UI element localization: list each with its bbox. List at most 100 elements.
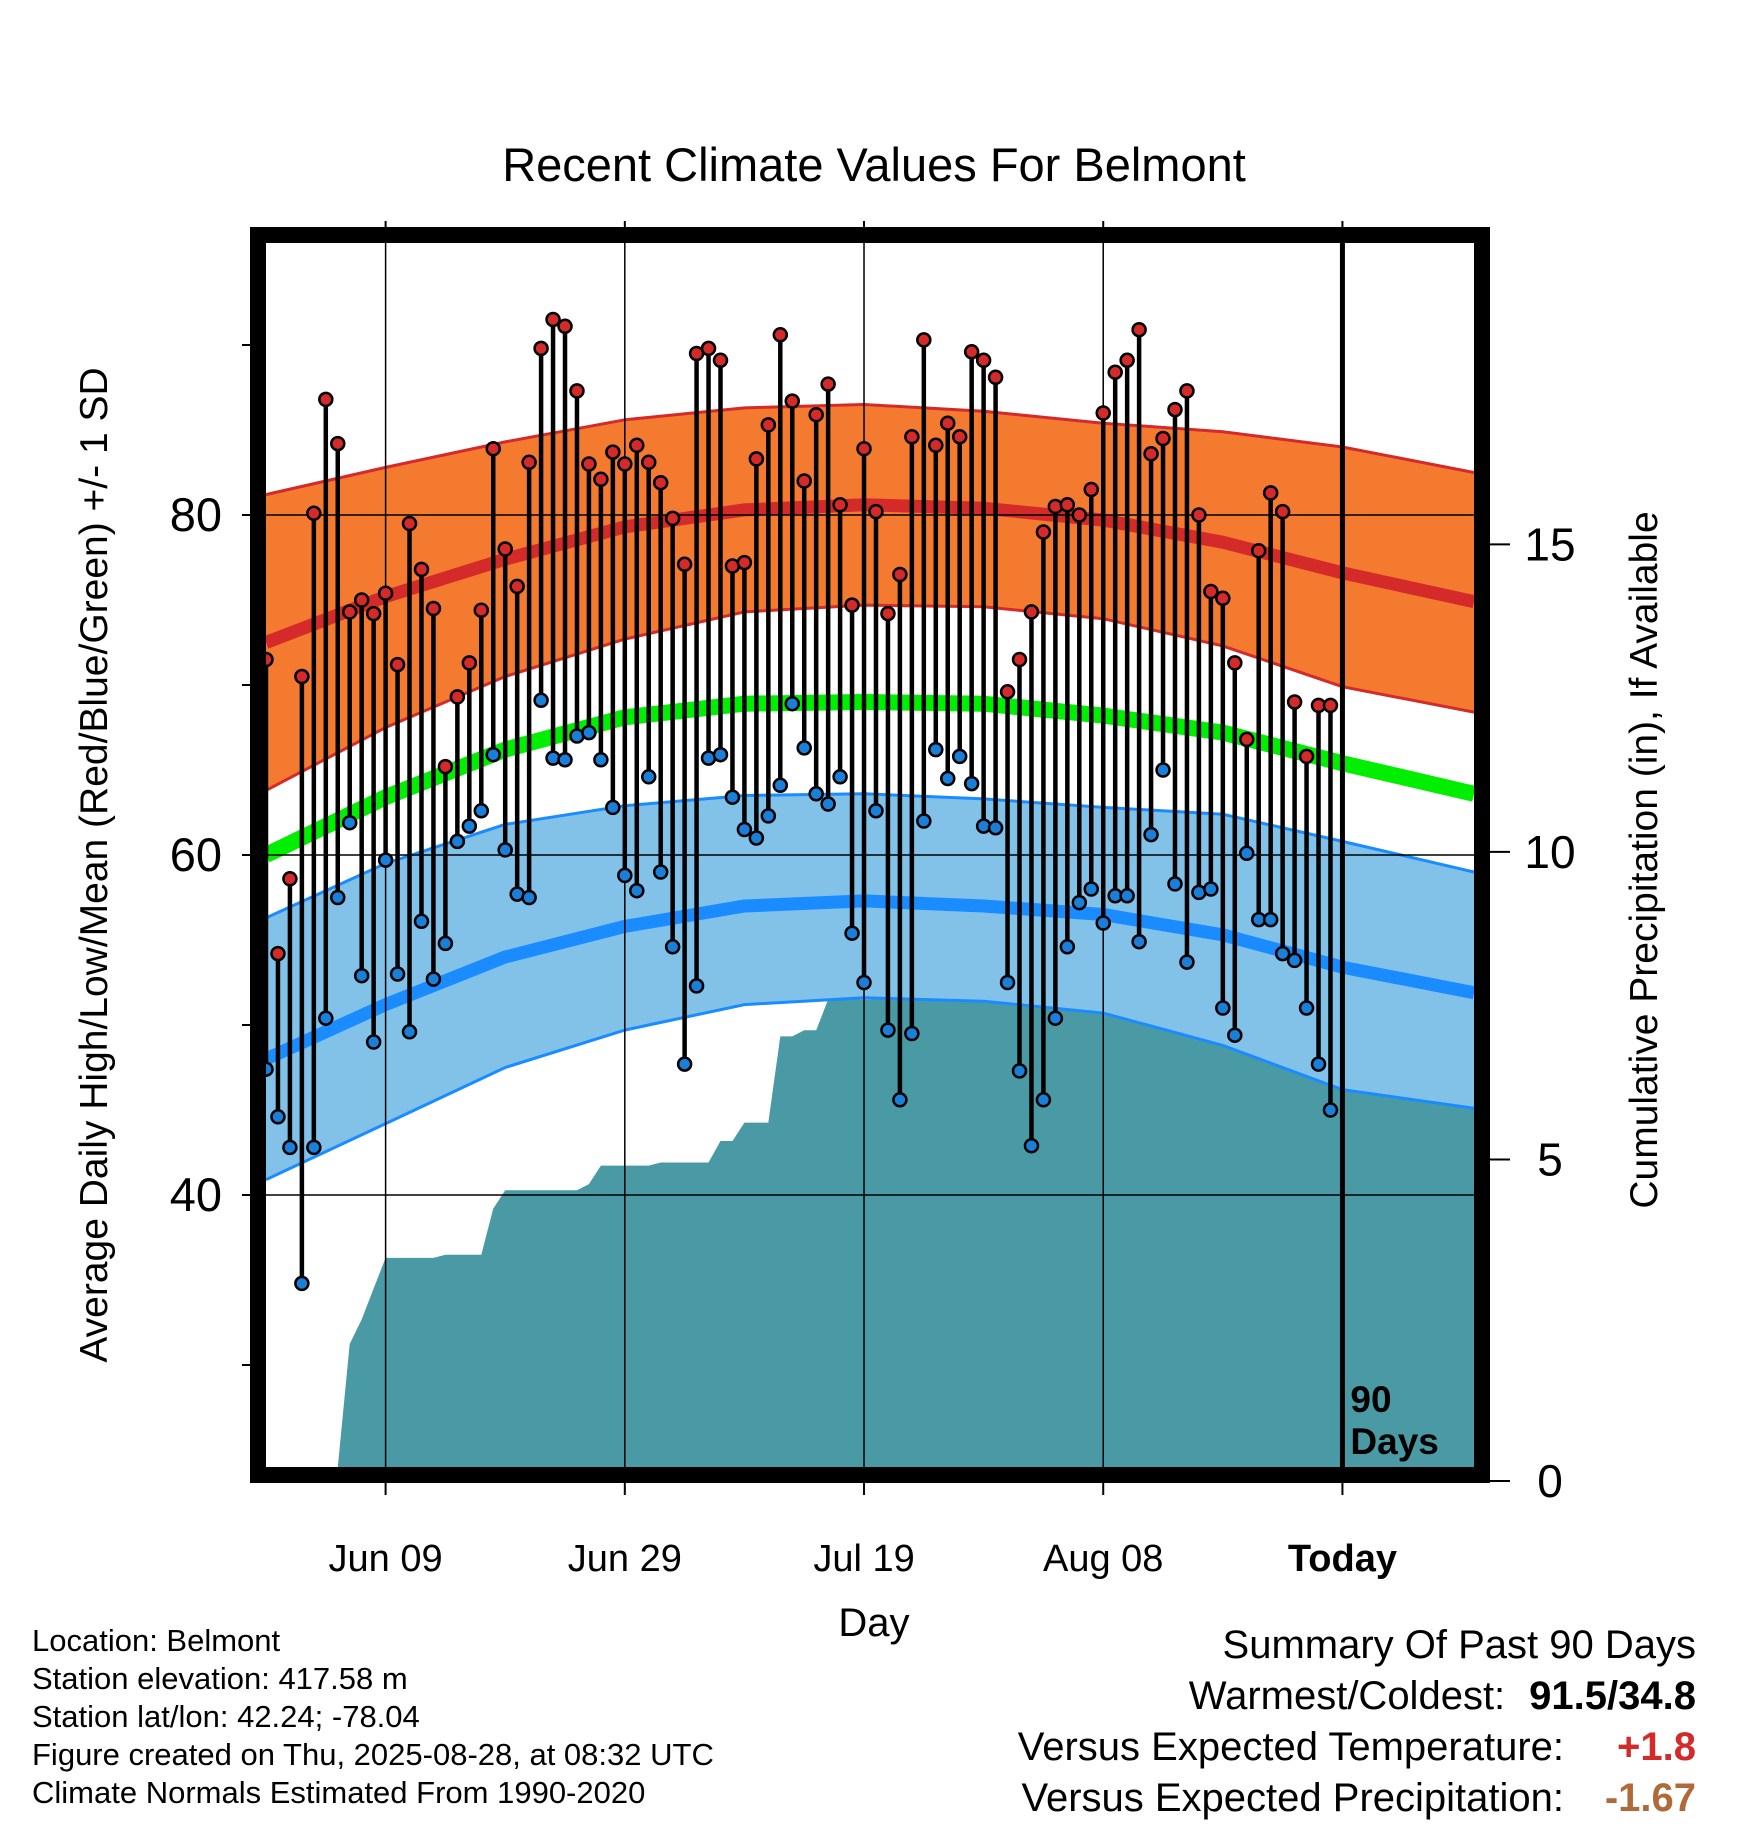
low-point: [1131, 933, 1147, 950]
high-point: [1119, 352, 1135, 369]
high-point: [437, 758, 454, 775]
high-point: [1107, 364, 1123, 380]
high-point: [1215, 590, 1231, 607]
high-point: [533, 340, 549, 357]
low-point: [1047, 1010, 1064, 1026]
low-point: [987, 820, 1004, 836]
high-point: [581, 456, 597, 472]
low-point: [449, 833, 466, 850]
low-point: [377, 852, 394, 868]
low-point: [880, 1022, 896, 1038]
high-point: [796, 473, 812, 489]
low-point: [1119, 888, 1135, 904]
x-tick-label: Jul 19: [813, 1538, 914, 1580]
low-point: [533, 692, 549, 709]
location-text: Location: Belmont: [32, 1623, 281, 1658]
low-point: [1322, 1102, 1339, 1118]
low-point: [1011, 1063, 1028, 1079]
high-point: [593, 471, 609, 488]
high-point: [270, 945, 286, 962]
low-point: [844, 925, 860, 941]
low-point: [318, 1010, 334, 1026]
high-point: [700, 340, 717, 357]
low-point: [629, 882, 645, 899]
low-point: [1059, 939, 1076, 955]
x-tick-label: Today: [1288, 1538, 1397, 1580]
low-point: [784, 695, 801, 712]
high-point: [1071, 507, 1088, 523]
low-point: [808, 786, 824, 802]
high-point: [545, 311, 561, 328]
high-point: [712, 352, 729, 369]
high-point: [844, 597, 860, 613]
high-point: [1083, 481, 1100, 498]
low-point: [485, 746, 501, 763]
high-point: [1095, 405, 1111, 421]
high-point: [784, 393, 801, 409]
high-point: [1298, 748, 1315, 765]
low-point: [760, 808, 777, 824]
low-point: [640, 769, 657, 785]
high-point: [1035, 524, 1052, 540]
x-tick-label: Jun 09: [329, 1538, 443, 1580]
station-info: Location: Belmont Station elevation: 417…: [32, 1622, 714, 1812]
low-point: [1262, 911, 1279, 928]
today-marker-days-label: Days: [1350, 1421, 1438, 1462]
high-point: [294, 668, 310, 685]
x-tick-label: Aug 08: [1043, 1538, 1163, 1580]
y-tick-label: 80: [170, 488, 222, 541]
high-point: [629, 437, 645, 454]
high-point: [425, 600, 442, 617]
low-point: [664, 939, 681, 955]
low-point: [939, 770, 956, 787]
high-point: [341, 604, 358, 620]
low-point: [497, 842, 513, 858]
low-point: [270, 1109, 286, 1125]
elevation-text: Station elevation: 417.58 m: [32, 1661, 408, 1696]
high-point: [521, 454, 537, 471]
high-point: [617, 456, 633, 472]
summary-panel: Summary Of Past 90 Days Warmest/Coldest:…: [1018, 1620, 1696, 1824]
high-point: [772, 327, 789, 343]
low-point: [1155, 762, 1171, 778]
high-point: [330, 435, 346, 452]
y2-tick-label: 15: [1524, 518, 1575, 570]
y-axis-label: Average Daily High/Low/Mean (Red/Blue/Gr…: [73, 367, 116, 1362]
y2-tick-label: 10: [1524, 826, 1575, 878]
x-axis-label: Day: [838, 1601, 909, 1645]
low-point: [401, 1024, 418, 1040]
low-point: [1167, 876, 1183, 892]
high-point: [868, 503, 884, 520]
high-point: [892, 566, 908, 583]
low-point: [437, 935, 454, 952]
high-point: [664, 510, 681, 527]
low-point: [617, 867, 633, 884]
temp-label: Versus Expected Temperature:: [1017, 1725, 1564, 1769]
low-point: [461, 818, 478, 834]
low-point: [353, 967, 370, 984]
warm-cold-label: Warmest/Coldest:: [1188, 1674, 1506, 1718]
high-point: [449, 689, 466, 705]
low-point: [282, 1139, 298, 1156]
warm-cold-value: 91.5/34.8: [1529, 1674, 1696, 1718]
low-point: [736, 821, 753, 838]
high-point: [365, 605, 382, 622]
high-point: [557, 318, 573, 335]
high-point: [1179, 383, 1195, 399]
high-point: [832, 497, 848, 513]
low-point: [796, 740, 812, 756]
high-point: [1250, 542, 1267, 559]
low-point: [1227, 1027, 1243, 1043]
precip-value: -1.67: [1604, 1776, 1696, 1820]
chart-title: Recent Climate Values For Belmont: [502, 138, 1246, 191]
high-point: [401, 515, 418, 532]
high-point: [820, 376, 836, 392]
high-point: [485, 440, 501, 457]
high-point: [1262, 485, 1279, 501]
precip-row: Versus Expected Precipitation: -1.67: [1018, 1773, 1696, 1824]
low-point: [820, 796, 836, 812]
high-point: [1167, 401, 1183, 418]
low-point: [963, 775, 980, 792]
precip-label: Versus Expected Precipitation:: [1021, 1776, 1564, 1820]
